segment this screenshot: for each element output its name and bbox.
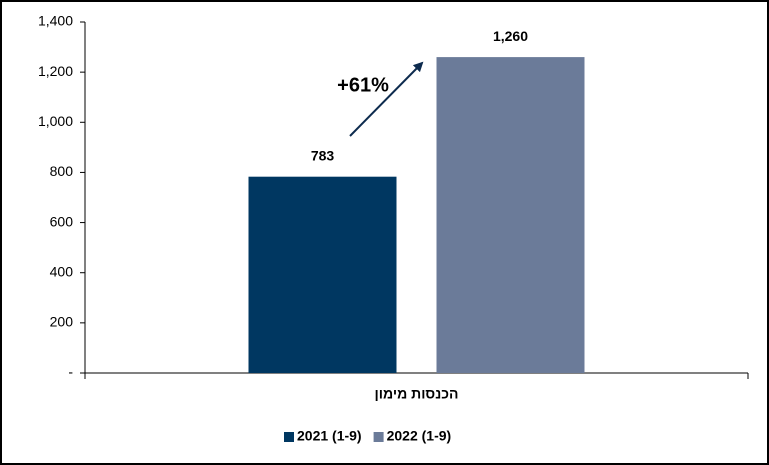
annotation: +61% xyxy=(337,74,389,96)
legend-swatch xyxy=(284,432,294,442)
y-tick-label: 800 xyxy=(50,163,74,179)
legend-label: 2022 (1-9) xyxy=(387,428,452,444)
bar xyxy=(436,57,585,373)
arrow xyxy=(349,61,424,137)
y-tick-label: 1,000 xyxy=(38,113,73,129)
x-tick-label: הכנסות מימון xyxy=(375,386,459,402)
y-tick-label: 400 xyxy=(50,263,74,279)
y-tick-label: 200 xyxy=(50,314,74,330)
data-label: 1,260 xyxy=(493,28,528,44)
y-tick-label: 1,400 xyxy=(38,13,73,29)
legend-swatch xyxy=(373,432,384,442)
y-tick-label: 1,200 xyxy=(38,63,73,79)
bar xyxy=(248,176,397,373)
legend-label: 2021 (1-9) xyxy=(297,428,362,444)
y-tick-label: - xyxy=(68,364,73,380)
y-tick-label: 600 xyxy=(50,213,74,229)
data-label: 783 xyxy=(311,147,335,163)
